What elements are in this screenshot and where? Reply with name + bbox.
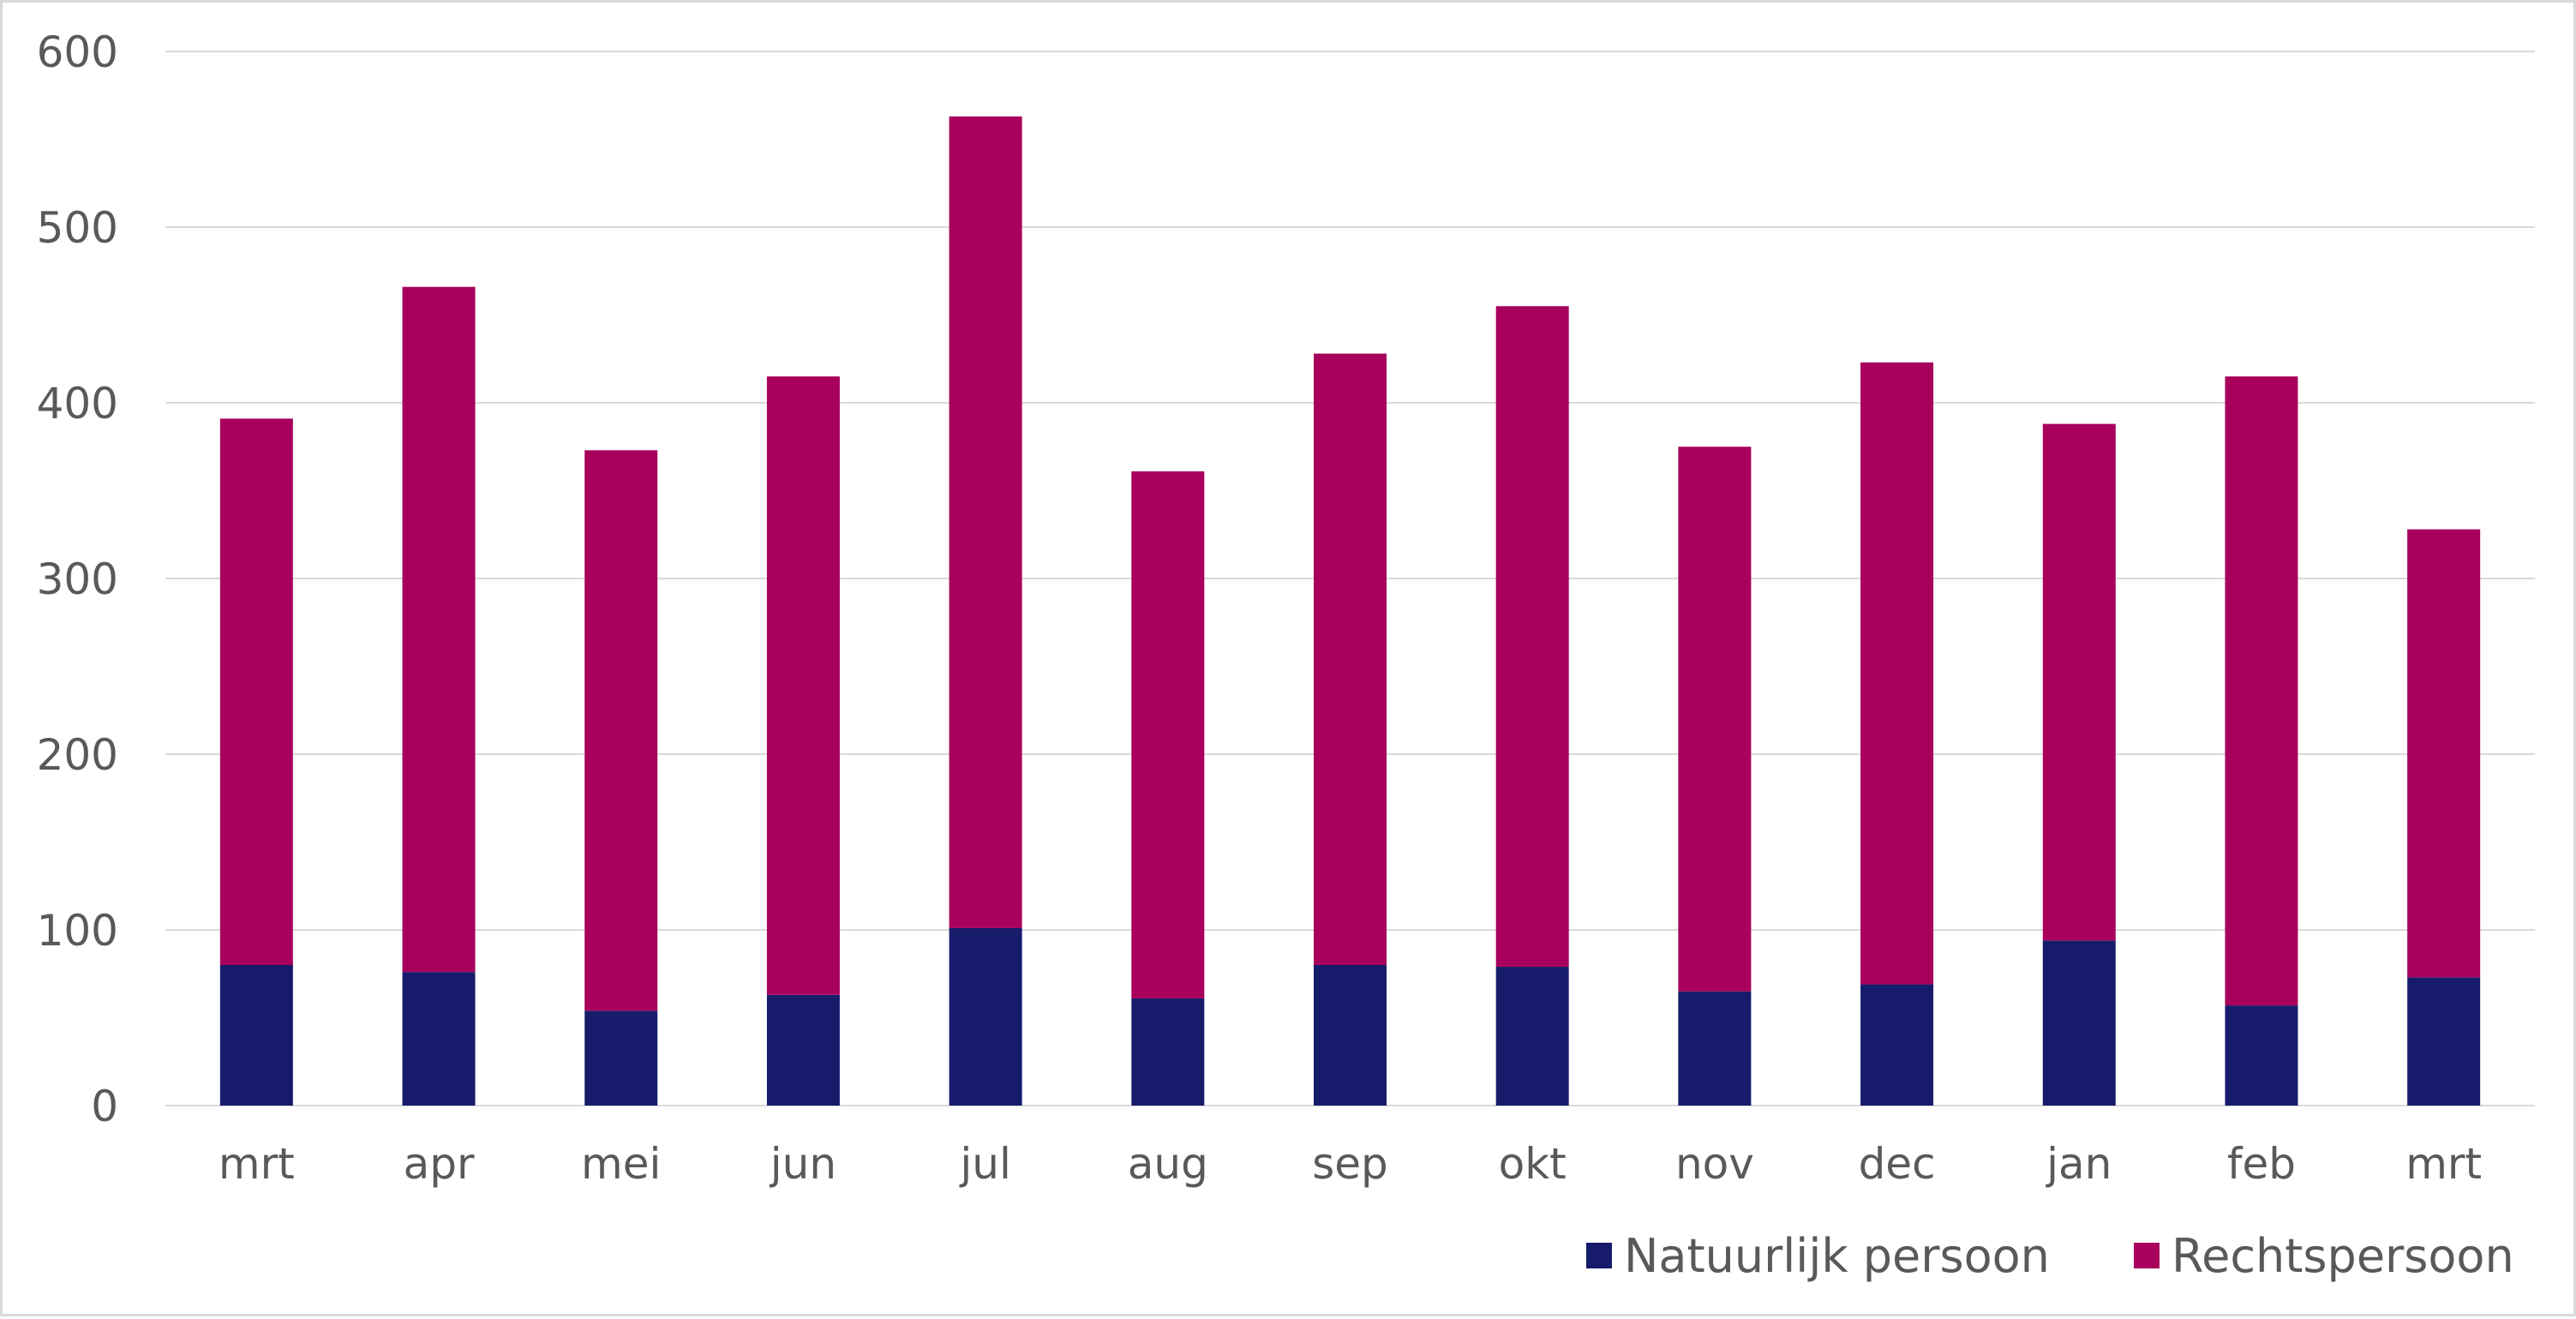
bar-natuurlijk-persoon-10 bbox=[2042, 940, 2116, 1106]
bar-rechtspersoon-12 bbox=[2407, 529, 2481, 978]
y-tick-label: 600 bbox=[37, 27, 118, 77]
y-tick-label: 100 bbox=[37, 906, 118, 956]
x-tick-label: jan bbox=[2046, 1139, 2112, 1189]
y-tick-label: 500 bbox=[37, 203, 118, 253]
y-tick-label: 300 bbox=[37, 555, 118, 604]
legend: Natuurlijk persoon Rechtspersoon bbox=[1586, 1229, 2514, 1283]
y-tick-label: 0 bbox=[91, 1082, 118, 1131]
y-axis-ticks: 0 100 200 300 400 500 600 bbox=[37, 27, 118, 1131]
bar-natuurlijk-persoon-7 bbox=[1495, 967, 1569, 1106]
y-tick-label: 400 bbox=[37, 379, 118, 429]
bar-natuurlijk-persoon-5 bbox=[1131, 998, 1205, 1106]
bar-rechtspersoon-1 bbox=[402, 286, 476, 973]
x-tick-label: mei bbox=[581, 1139, 661, 1189]
bar-natuurlijk-persoon-1 bbox=[402, 972, 476, 1106]
x-tick-label: aug bbox=[1128, 1139, 1208, 1189]
legend-swatch-1 bbox=[2134, 1243, 2160, 1268]
legend-swatch-0 bbox=[1586, 1243, 1612, 1268]
x-tick-label: mrt bbox=[2405, 1139, 2482, 1189]
bar-natuurlijk-persoon-4 bbox=[949, 927, 1022, 1106]
x-tick-label: mrt bbox=[219, 1139, 295, 1189]
bar-natuurlijk-persoon-9 bbox=[1860, 984, 1934, 1106]
bar-natuurlijk-persoon-6 bbox=[1314, 965, 1387, 1106]
bar-rechtspersoon-10 bbox=[2042, 423, 2116, 941]
bar-rechtspersoon-4 bbox=[949, 116, 1022, 928]
x-tick-label: feb bbox=[2227, 1139, 2296, 1189]
bar-natuurlijk-persoon-3 bbox=[766, 994, 840, 1106]
bar-rechtspersoon-2 bbox=[584, 450, 658, 1011]
bar-natuurlijk-persoon-12 bbox=[2407, 977, 2481, 1106]
bar-natuurlijk-persoon-2 bbox=[584, 1010, 658, 1106]
stacked-bar-chart: 0 100 200 300 400 500 600 mrt apr mei jun jul aug se… bbox=[37, 27, 2535, 1283]
bar-rechtspersoon-7 bbox=[1495, 306, 1569, 968]
x-tick-label: dec bbox=[1859, 1139, 1936, 1189]
bar-rechtspersoon-9 bbox=[1860, 362, 1934, 985]
bar-rechtspersoon-5 bbox=[1131, 471, 1205, 998]
legend-label-1: Rechtspersoon bbox=[2172, 1229, 2514, 1283]
legend-label-0: Natuurlijk persoon bbox=[1624, 1229, 2050, 1283]
bars bbox=[219, 116, 2481, 1106]
bar-natuurlijk-persoon-0 bbox=[219, 965, 293, 1106]
bar-natuurlijk-persoon-8 bbox=[1678, 991, 1752, 1106]
x-tick-label: okt bbox=[1499, 1139, 1567, 1189]
bar-rechtspersoon-0 bbox=[219, 418, 293, 965]
bar-rechtspersoon-6 bbox=[1314, 353, 1387, 966]
x-tick-label: jul bbox=[959, 1139, 1010, 1189]
bar-rechtspersoon-3 bbox=[766, 376, 840, 995]
y-tick-label: 200 bbox=[37, 730, 118, 780]
x-tick-label: nov bbox=[1675, 1139, 1754, 1189]
x-axis-ticks: mrt apr mei jun jul aug sep okt nov dec jan feb mrt bbox=[219, 1139, 2482, 1189]
x-tick-label: jun bbox=[770, 1139, 836, 1189]
bar-rechtspersoon-11 bbox=[2225, 376, 2298, 1006]
x-tick-label: sep bbox=[1312, 1139, 1388, 1189]
bar-natuurlijk-persoon-11 bbox=[2225, 1005, 2298, 1106]
x-tick-label: apr bbox=[404, 1139, 475, 1189]
bar-rechtspersoon-8 bbox=[1678, 447, 1752, 992]
